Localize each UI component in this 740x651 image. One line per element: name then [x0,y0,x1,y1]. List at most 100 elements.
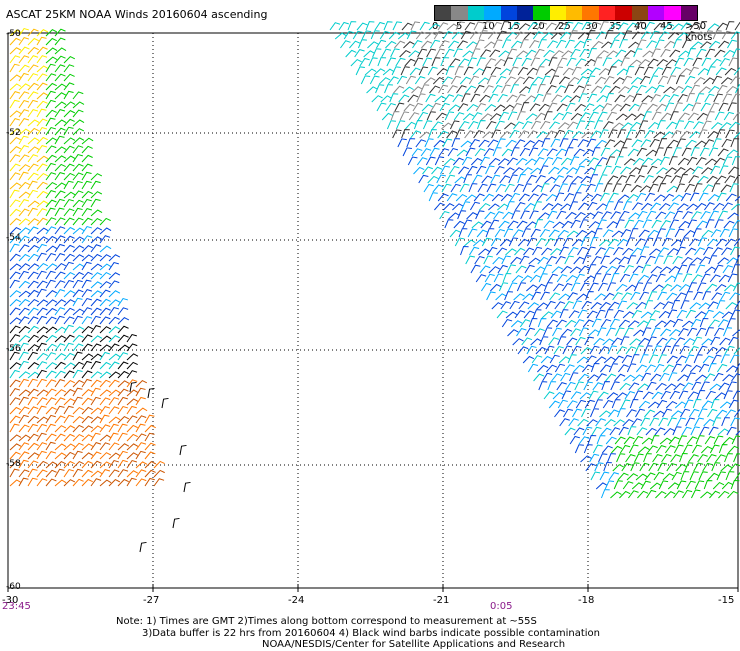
wind-barb [675,463,687,472]
wind-barb [452,157,464,166]
wind-barb [653,131,665,139]
wind-barb [697,454,708,463]
wind-barb [602,399,614,409]
wind-barb [703,480,713,490]
wind-barb [45,154,57,163]
wind-barb [586,30,596,40]
wind-barb [495,75,507,85]
wind-barb [117,388,129,397]
wind-barb [725,129,735,139]
wind-barb [45,245,58,253]
wind-barb [561,328,573,337]
wind-barb [634,174,645,184]
wind-barb [613,246,624,256]
wind-barb [36,334,48,343]
wind-barb [36,416,49,424]
wind-barb [579,392,592,400]
wind-barb [81,316,93,325]
wind-barb [490,66,502,76]
wind-barb [90,290,103,298]
wind-barb [581,408,591,418]
wind-barb [63,468,75,478]
wind-barb [404,58,416,67]
wind-barb [27,109,39,118]
wind-barb [623,264,634,274]
wind-barb [45,207,56,217]
wind-barb [9,397,21,406]
wind-barb [90,315,101,325]
wind-barb [661,174,672,184]
wind-barb [27,334,39,343]
wind-barb [504,122,516,130]
wind-barb [646,103,658,112]
wind-barb [512,229,524,238]
wind-barb [9,253,21,262]
wind-barb [582,255,592,265]
wind-barb [640,246,650,256]
wind-barb [18,378,29,388]
wind-barb [401,22,413,31]
wind-barb [563,193,575,202]
wind-barb [99,281,112,289]
wind-barb [599,21,609,31]
wind-barb [547,102,558,112]
wind-barb [18,434,31,442]
wind-barb [596,94,608,103]
wind-barb [45,162,56,172]
wind-barb [720,291,731,301]
wind-barb [334,32,347,40]
wind-barb [9,99,20,109]
wind-barb [654,255,664,265]
wind-barb [9,29,22,37]
wind-barb [491,21,502,31]
wind-barb [533,93,544,103]
wind-barb [590,471,601,481]
wind-barb [603,121,614,130]
wind-barb [593,337,605,346]
wind-barb [534,328,545,337]
wind-barb [135,380,148,388]
wind-barb [18,414,29,424]
wind-barb [117,396,128,406]
wind-barb [689,408,700,418]
wind-barb [589,345,600,355]
wind-barb [27,163,39,172]
wind-barb [597,111,608,121]
wind-barb [54,235,66,244]
wind-barb [681,426,692,436]
wind-barb [81,360,92,370]
wind-barb [139,541,147,553]
wind-barb [36,82,48,91]
wind-barb [566,167,578,175]
wind-barb [568,30,578,40]
wind-barb [710,399,720,409]
wind-barb [409,67,421,76]
wind-barb [688,454,699,463]
wind-barb [636,147,647,157]
wind-barb [495,293,507,301]
wind-barb [628,41,640,49]
wind-barb [18,263,31,271]
wind-barb [720,77,733,85]
wind-barb [726,365,738,373]
wind-barb [437,193,449,202]
wind-barb [436,67,449,76]
wind-barb [719,228,730,238]
wind-barb [676,138,686,148]
wind-barb [546,319,558,328]
wind-barb [728,399,739,409]
wind-barb [535,346,547,355]
wind-barb [734,131,740,139]
wind-barb [712,311,725,319]
wind-barb [677,203,689,211]
wind-barb [524,95,536,103]
legend-label: >50 knots [685,21,713,43]
wind-barb [463,66,474,76]
wind-barb [654,84,665,94]
wind-barb [117,423,128,433]
wind-barb [490,283,502,292]
wind-barb [522,183,532,193]
wind-barb [45,379,57,388]
wind-barb [63,352,75,361]
wind-barb [355,66,365,76]
